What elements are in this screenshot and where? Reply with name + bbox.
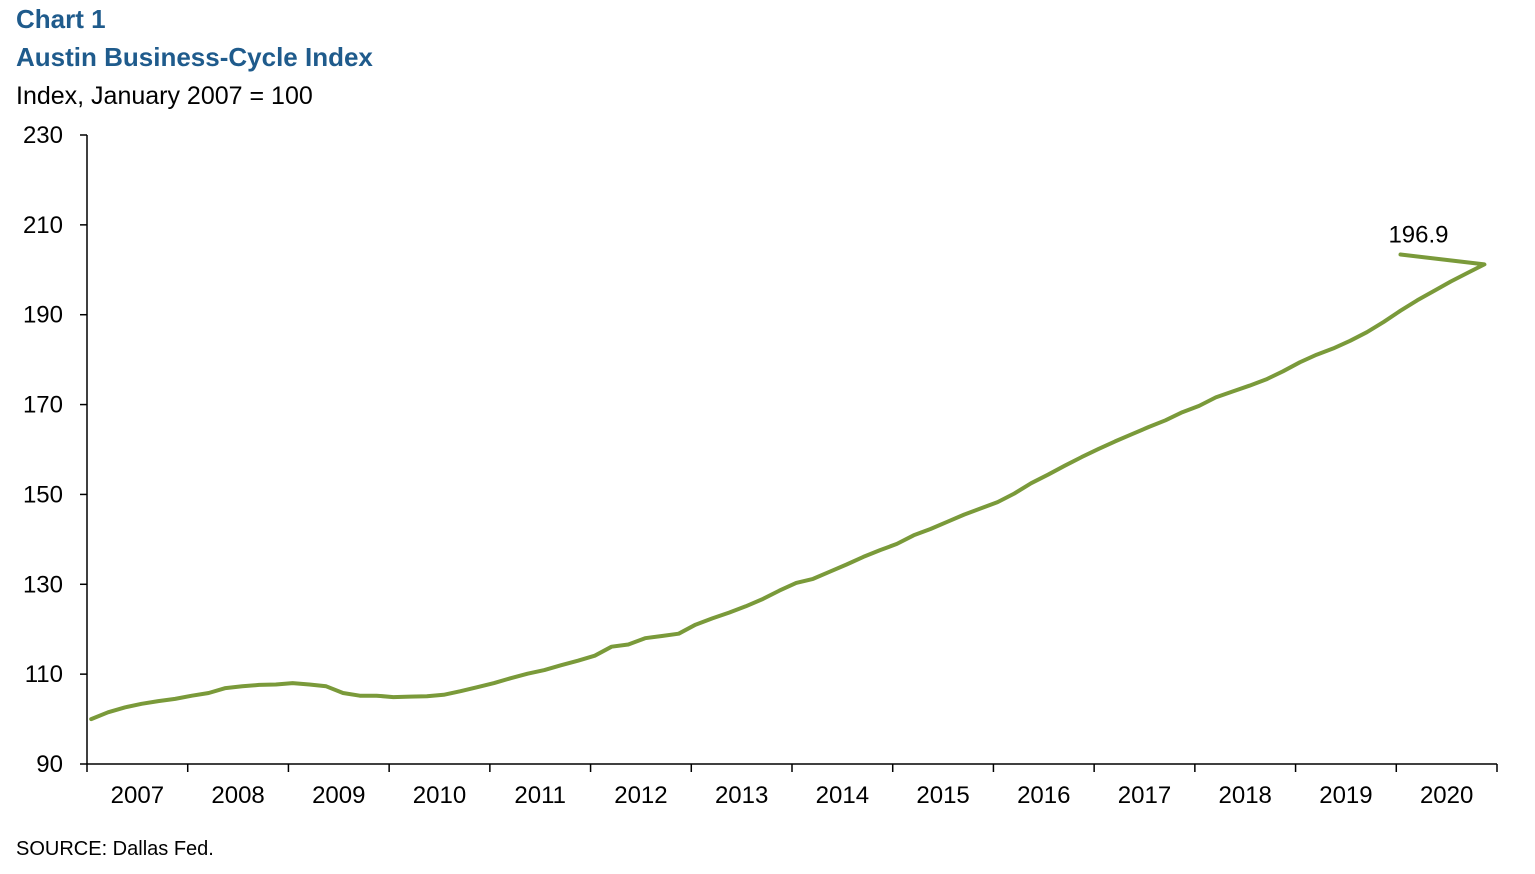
y-tick-label: 150 — [23, 481, 63, 508]
end-value-label: 196.9 — [1388, 222, 1448, 249]
y-tick-label: 170 — [23, 392, 63, 419]
y-tick-label: 210 — [23, 212, 63, 239]
y-tick-label: 130 — [23, 571, 63, 598]
x-tick-label: 2007 — [111, 782, 164, 809]
x-tick-label: 2010 — [413, 782, 466, 809]
x-tick-label: 2015 — [916, 782, 969, 809]
x-tick-label: 2014 — [816, 782, 869, 809]
x-tick-label: 2018 — [1219, 782, 1272, 809]
x-tick-label: 2020 — [1420, 782, 1473, 809]
y-tick-label: 230 — [23, 122, 63, 149]
x-tick-label: 2009 — [312, 782, 365, 809]
x-tick-label: 2017 — [1118, 782, 1171, 809]
y-tick-label: 90 — [36, 751, 63, 778]
x-tick-label: 2012 — [614, 782, 667, 809]
y-tick-label: 190 — [23, 302, 63, 329]
source-note: SOURCE: Dallas Fed. — [16, 838, 214, 860]
x-tick-label: 2019 — [1319, 782, 1372, 809]
chart-title: Austin Business-Cycle Index — [16, 42, 373, 72]
chart-subtitle: Index, January 2007 = 100 — [16, 82, 313, 110]
series-line — [89, 252, 1487, 722]
x-tick-label: 2008 — [211, 782, 264, 809]
y-tick-label: 110 — [25, 661, 63, 688]
chart-number: Chart 1 — [16, 4, 106, 34]
x-tick-label: 2016 — [1017, 782, 1070, 809]
x-tick-label: 2013 — [715, 782, 768, 809]
x-tick-label: 2011 — [514, 782, 566, 809]
